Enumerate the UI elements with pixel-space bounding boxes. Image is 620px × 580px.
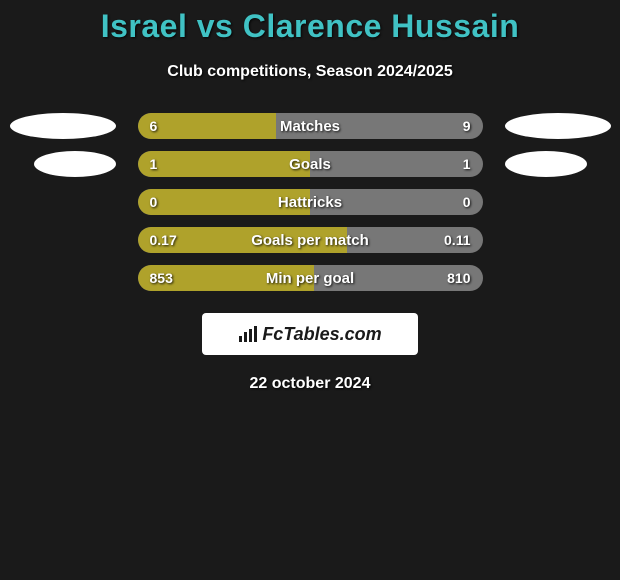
stat-bar: 853Min per goal810 [138,265,483,291]
rows-holder: 6Matches9 1Goals1 0Hattricks0 0.17Goals per… [0,113,620,291]
stat-value-left: 853 [150,265,173,291]
bar-left-fill [138,151,311,177]
stat-value-left: 6 [150,113,158,139]
logo-box: FcTables.com [202,313,418,355]
player-right-oval [505,113,611,139]
stat-bar: 0Hattricks0 [138,189,483,215]
chart-icon [238,326,258,342]
stat-value-left: 0 [150,189,158,215]
logo-text: FcTables.com [262,324,381,345]
stat-value-right: 9 [463,113,471,139]
stat-bar: 0.17Goals per match0.11 [138,227,483,253]
player-right-oval [505,151,587,177]
stat-value-left: 1 [150,151,158,177]
player-left-oval [10,113,116,139]
stat-bar: 6Matches9 [138,113,483,139]
subtitle: Club competitions, Season 2024/2025 [0,63,620,81]
stat-bar: 1Goals1 [138,151,483,177]
player-left-oval [34,151,116,177]
logo: FcTables.com [238,324,381,345]
bar-left-fill [138,189,311,215]
stat-value-right: 0 [463,189,471,215]
stat-value-right: 810 [447,265,470,291]
comparison-infographic: Israel vs Clarence Hussain Club competit… [0,0,620,393]
date-line: 22 october 2024 [0,375,620,393]
page-title: Israel vs Clarence Hussain [0,8,620,45]
stat-value-left: 0.17 [150,227,177,253]
bar-left-fill [138,113,276,139]
stat-value-right: 0.11 [444,227,470,253]
stat-value-right: 1 [463,151,471,177]
